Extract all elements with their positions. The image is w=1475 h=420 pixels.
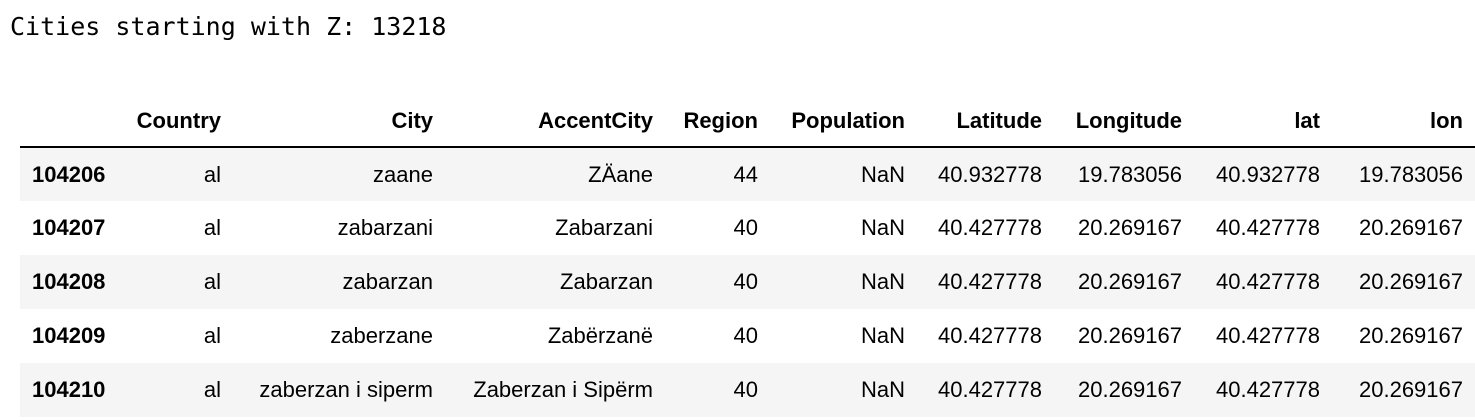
cell-country: al — [203, 377, 221, 402]
cell-accentcity: ZÄane — [588, 161, 653, 187]
cell-longitude: 20.269167 — [1078, 269, 1182, 294]
column-header-longitude: Longitude — [1054, 95, 1194, 148]
column-header-lon: lon — [1332, 95, 1475, 148]
cell-lon: 19.783056 — [1359, 161, 1463, 187]
cell-longitude: 20.269167 — [1078, 377, 1182, 402]
table-row: 104209 al zaberzane Zabërzanë 40 NaN 40.… — [20, 309, 1475, 363]
cell-lon: 20.269167 — [1359, 323, 1463, 348]
cell-longitude: 20.269167 — [1078, 215, 1182, 240]
cell-lat: 40.932778 — [1216, 161, 1320, 187]
column-header-city: City — [233, 95, 445, 148]
cell-region: 40 — [733, 215, 758, 240]
cell-country: al — [203, 215, 221, 240]
table-row: 104206 al zaane ZÄane 44 NaN 40.932778 1… — [20, 147, 1475, 201]
cell-city: zaberzan i siperm — [259, 377, 433, 402]
cell-population: NaN — [860, 323, 905, 348]
column-header-country: Country — [125, 95, 233, 148]
column-header-accentcity: AccentCity — [445, 95, 665, 148]
row-index: 104207 — [32, 215, 106, 240]
table-header-row: Country City AccentCity Region Populatio… — [20, 95, 1475, 148]
cell-region: 40 — [733, 377, 758, 402]
column-header-population: Population — [770, 95, 917, 148]
table-row: 104210 al zaberzan i siperm Zaberzan i S… — [20, 363, 1475, 417]
cell-country: al — [203, 269, 221, 294]
cell-accentcity: Zabarzan — [560, 269, 653, 294]
column-header-lat: lat — [1194, 95, 1332, 148]
cell-accentcity: Zaberzan i Sipërm — [473, 377, 653, 402]
cell-lat: 40.427778 — [1216, 377, 1320, 402]
cell-lon: 20.269167 — [1359, 269, 1463, 294]
cell-lon: 20.269167 — [1359, 215, 1463, 240]
cell-city: zabarzani — [337, 215, 433, 240]
dataframe-table: Country City AccentCity Region Populatio… — [20, 95, 1475, 417]
cell-longitude: 19.783056 — [1078, 161, 1182, 187]
index-header — [20, 95, 125, 148]
column-header-region: Region — [665, 95, 770, 148]
cell-lat: 40.427778 — [1216, 269, 1320, 294]
row-index: 104209 — [32, 323, 106, 348]
cell-lat: 40.427778 — [1216, 323, 1320, 348]
cell-output-text: Cities starting with Z: 13218 — [10, 12, 447, 41]
cell-country: al — [203, 161, 221, 187]
cell-lon: 20.269167 — [1359, 377, 1463, 402]
table-row: 104208 al zabarzan Zabarzan 40 NaN 40.42… — [20, 255, 1475, 309]
cell-region: 44 — [733, 161, 758, 187]
cell-accentcity: Zabarzani — [555, 215, 653, 240]
cell-latitude: 40.427778 — [938, 215, 1042, 240]
cell-population: NaN — [860, 215, 905, 240]
column-header-latitude: Latitude — [917, 95, 1054, 148]
cell-lat: 40.427778 — [1216, 215, 1320, 240]
cell-region: 40 — [733, 269, 758, 294]
cell-population: NaN — [860, 161, 905, 187]
cell-population: NaN — [860, 269, 905, 294]
cell-latitude: 40.427778 — [938, 377, 1042, 402]
cell-latitude: 40.932778 — [938, 161, 1042, 187]
cell-city: zaane — [373, 161, 433, 187]
table-row: 104207 al zabarzani Zabarzani 40 NaN 40.… — [20, 201, 1475, 255]
cell-region: 40 — [733, 323, 758, 348]
row-index: 104208 — [32, 269, 106, 294]
cell-population: NaN — [860, 377, 905, 402]
cell-latitude: 40.427778 — [938, 323, 1042, 348]
cell-accentcity: Zabërzanë — [547, 323, 653, 348]
row-index: 104206 — [32, 161, 106, 187]
cell-city: zaberzane — [330, 323, 433, 348]
cell-country: al — [203, 323, 221, 348]
cell-longitude: 20.269167 — [1078, 323, 1182, 348]
cell-city: zabarzan — [342, 269, 433, 294]
cell-latitude: 40.427778 — [938, 269, 1042, 294]
row-index: 104210 — [32, 377, 106, 402]
